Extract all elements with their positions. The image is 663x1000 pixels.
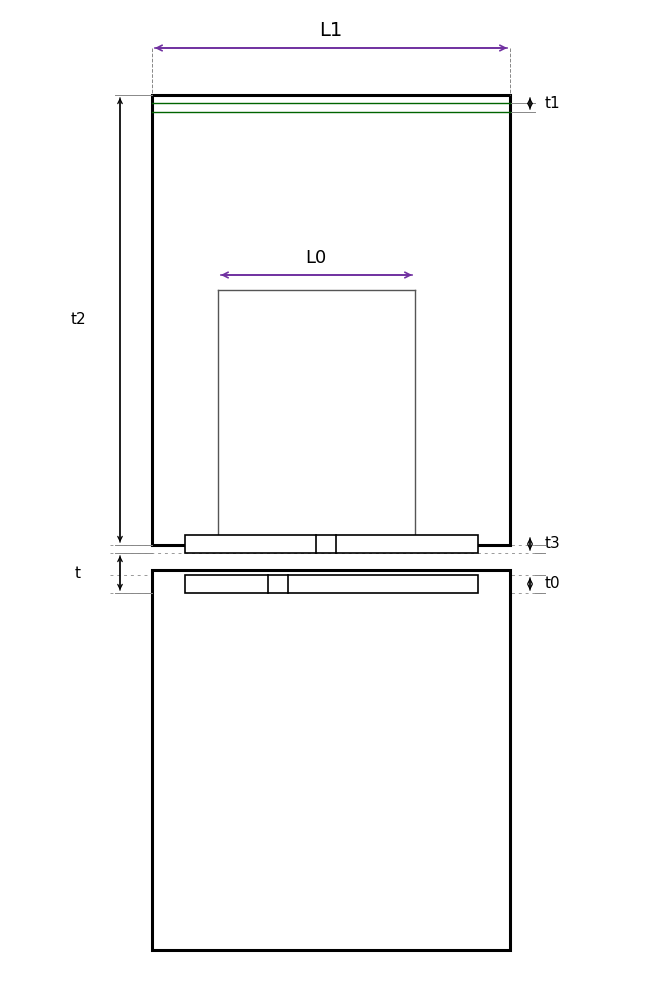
Bar <box>152 570 510 950</box>
Bar <box>152 95 510 545</box>
Text: L0: L0 <box>306 249 327 267</box>
Text: t3: t3 <box>545 536 561 550</box>
Text: t0: t0 <box>545 576 561 590</box>
Text: t: t <box>75 566 81 580</box>
Text: L1: L1 <box>320 20 343 39</box>
Text: t2: t2 <box>70 312 86 328</box>
Bar <box>185 535 478 553</box>
Text: t1: t1 <box>545 96 561 110</box>
Bar <box>185 575 478 593</box>
